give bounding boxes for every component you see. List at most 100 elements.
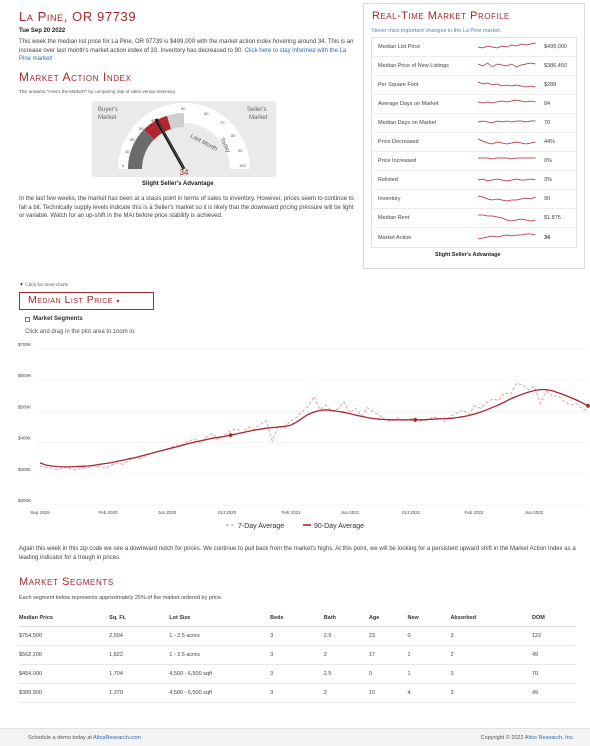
table-cell: 2.5 [323,626,369,646]
x-tick-label: Feb 2022 [464,510,484,515]
table-cell: 3 [450,626,532,646]
stay-informed-link[interactable]: Click here to stay informed with the La … [19,47,347,63]
x-tick-label: Oct 2020 [218,510,237,515]
table-cell: 0 [407,626,451,646]
table-cell: 4,500 - 6,500 sqft [169,664,271,684]
y-tick-label: $300K [18,467,31,472]
y-tick-label: $500K [18,404,31,409]
gauge-tick: 30 [139,126,144,131]
table-cell: 10 [368,683,408,703]
median-list-price-chart[interactable]: $700K $600K $500K $400K $300K $200K Sep 2019 Fe… [0,342,590,538]
profile-row-label: Inventory [378,196,401,202]
chart-svg[interactable]: $700K $600K $500K $400K $300K $200K Sep 2019 Fe… [0,342,590,538]
sparkline-line [477,42,536,49]
series-7-day-line [39,382,589,471]
profile-row-label: Median Rent [378,215,410,221]
caret-down-icon: ▾ [116,299,120,305]
x-tick-label: Jun 2021 [341,510,360,515]
report-date: Tue Sep 20 2022 [19,28,66,34]
sparkline-line [478,157,536,160]
table-cell: 1,704 [109,664,170,684]
market-profile-panel: Real-Time Market Profile Never miss impo… [363,3,585,269]
profile-row: Average Days on Market 84 [372,95,576,114]
mai-label: Slight Seller's Advantage [142,181,214,187]
profile-row-value: 70 [544,120,551,126]
table-cell: 1 - 2.5 acres [169,626,271,646]
profile-title: Real-Time Market Profile [372,10,510,22]
profile-row-value: 44% [544,139,556,145]
table-cell: 1,822 [109,645,170,665]
gauge-seller-zone [144,115,171,140]
mai-description: In the last few weeks, the market has be… [19,196,354,219]
table-cell: 3 [450,683,532,703]
chart-select-dropdown[interactable]: Median List Price ▾ [19,292,154,310]
table-cell: 3 [270,626,324,646]
profile-row-value: 0% [544,158,552,164]
sellers-market-label: Market [249,115,268,121]
series-marker [228,432,234,438]
segments-header-row: Median Price Sq. Ft. Lot Size Beds Bath Age Ne… [19,610,575,627]
segments-column-header: Absorbed [450,610,532,627]
sparkline-line [477,81,536,88]
segments-column-header: Median Price [19,610,110,627]
series-marker [585,403,590,409]
legend-label-90-day: 90-Day Average [314,523,364,530]
gauge-tick: 40 [151,118,156,123]
y-tick-label: $200K [18,498,31,503]
profile-row-label: Median Days on Market [378,120,437,126]
profile-row-value: $499,000 [544,44,567,50]
table-cell: 1 [407,664,451,684]
table-cell: $454,000 [19,664,110,684]
sparkline [477,138,536,145]
profile-row: Market Action 34 [372,228,576,247]
altos-inc-link[interactable]: Altos Research, Inc. [524,735,574,741]
series-90-day-line [39,388,589,468]
chart-select-label: Median List Price [28,294,113,306]
table-cell: 3 [270,645,324,665]
profile-row-value: $1,875 [544,215,561,221]
y-tick-label: $400K [18,436,31,441]
table-cell: 49 [532,645,575,665]
x-tick-label: Jun 2020 [158,510,177,515]
profile-row-label: Average Days on Market [378,101,439,107]
table-cell: 0 [368,664,408,684]
x-tick-label: Sep 2019 [30,510,50,515]
table-cell: 1 - 2.5 acres [169,645,271,665]
gauge-tick: 10 [125,149,130,154]
gauge-svg: 0 10 20 30 40 50 60 70 80 90 100 Last Mo… [98,103,268,177]
gauge-tick: 60 [204,111,209,116]
table-cell: 70 [532,664,575,684]
sparkline-line [477,138,536,145]
sparkline-line [478,214,536,222]
mai-title: Market Action Index [19,70,132,84]
sparkline [477,99,536,104]
sparkline [477,120,536,124]
table-cell: $389,900 [19,683,110,703]
gauge-value: 34 [180,168,189,177]
gauge-tick: 90 [238,148,243,153]
market-segments-toggle[interactable]: Market Segments [25,316,83,322]
chart-description: Again this week in this zip code we see … [19,546,576,561]
table-cell: $754,500 [19,626,110,646]
segments-body: $754,500 2,504 1 - 2.5 acres 3 2.5 23 0 3 122 $56… [19,626,575,703]
altos-research-link[interactable]: AltosResearch.com [93,735,141,741]
sparkline-line [477,62,536,68]
table-cell: 122 [532,626,575,646]
table-cell: 2 [450,645,532,665]
profile-row-label: Median List Price [378,44,421,50]
table-cell: 17 [368,645,408,665]
legend-label-7-day: 7-Day Average [238,523,284,530]
table-cell: 2,504 [109,626,170,646]
more-charts-link[interactable]: ▼ Click for more charts [19,283,68,288]
gauge-last-month-label: Last Month [189,133,218,152]
market-segments-checkbox[interactable] [25,316,30,322]
profile-subtitle: Never miss important changes in the La P… [372,28,502,34]
series-marker [412,417,418,423]
x-tick-label: Oct 2021 [402,510,421,515]
sellers-market-label: Seller's [247,107,267,113]
buyers-market-label: Buyer's [98,107,118,113]
profile-row: Median List Price $499,000 [372,38,576,57]
sparkline [478,214,536,222]
segments-table: Median Price Sq. Ft. Lot Size Beds Bath Age Ne… [19,610,575,703]
gauge-tick: 100 [239,163,246,168]
